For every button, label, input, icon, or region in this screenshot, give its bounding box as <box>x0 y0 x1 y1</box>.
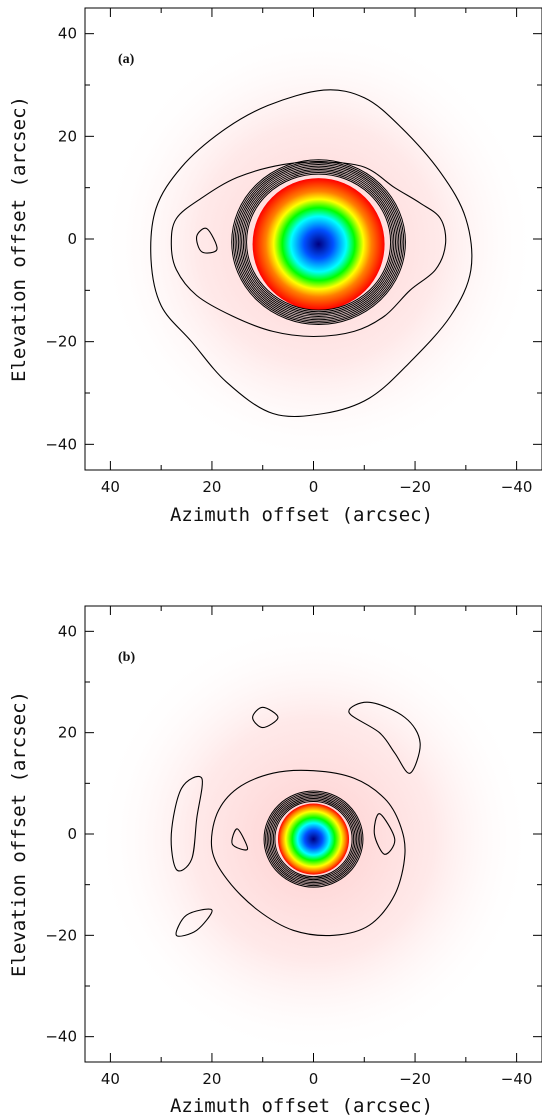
x-tick-label: 0 <box>309 478 319 496</box>
panel-label: (b) <box>118 650 135 665</box>
sidelobe-contour-1 <box>150 89 473 418</box>
panel-2: 40 20 0 −20 −40 40 20 0 −20 −40 Azimuth offset (ar… <box>8 605 542 1117</box>
panel-1: 40 20 0 −20 −40 40 20 0 −20 −40 Azimuth offset (ar… <box>8 7 542 526</box>
core-contour <box>232 160 405 324</box>
core-contour <box>244 172 393 313</box>
y-axis-title: Elevation offset (arcsec) <box>8 691 30 977</box>
x-tick-label: 20 <box>202 1070 221 1088</box>
sidelobe-contour-4 <box>252 706 279 729</box>
core-contour <box>269 796 358 882</box>
sidelobe-contour-1 <box>210 769 406 937</box>
y-tick-label: 40 <box>58 25 77 43</box>
main-beam-core <box>252 178 385 311</box>
core-contour <box>241 168 397 316</box>
x-tick-label: 40 <box>101 478 120 496</box>
plot-area <box>85 606 542 1062</box>
sidelobe-contour-2 <box>170 161 447 338</box>
core-contour <box>271 798 356 881</box>
core-contour <box>231 159 406 326</box>
core-contour <box>274 801 353 878</box>
y-tick-label: −40 <box>45 435 77 453</box>
panel-label: (a) <box>118 52 135 67</box>
sidelobe-contour-6 <box>170 775 203 872</box>
core-contour <box>246 173 392 311</box>
core-contour <box>266 793 361 885</box>
y-tick-label: 0 <box>67 825 77 843</box>
x-axis-title: Azimuth offset (arcsec) <box>170 1095 433 1117</box>
x-tick-label: −20 <box>399 478 431 496</box>
sidelobe-contour-7 <box>175 908 213 937</box>
core-contour <box>265 792 362 887</box>
y-tick-label: −20 <box>45 333 77 351</box>
x-tick-label: −40 <box>501 478 533 496</box>
y-tick-label: −40 <box>45 1028 77 1046</box>
core-contour <box>239 167 398 318</box>
core-contour <box>236 164 401 321</box>
sidelobe-contour-2 <box>373 813 396 855</box>
plot-area <box>85 8 542 470</box>
y-tick-label: 40 <box>58 622 77 640</box>
sidelobe-contour-5 <box>348 701 421 774</box>
core-contour <box>234 162 403 322</box>
core-contour <box>272 799 355 879</box>
core-contour <box>263 790 364 888</box>
core-contour <box>237 165 400 319</box>
y-tick-label: 0 <box>67 230 77 248</box>
x-tick-label: −20 <box>399 1070 431 1088</box>
sidelobe-contour-3 <box>231 828 249 851</box>
x-tick-label: −40 <box>501 1070 533 1088</box>
x-tick-label: 20 <box>202 478 221 496</box>
main-beam-core <box>277 803 350 875</box>
y-tick-label: 20 <box>58 127 77 145</box>
y-axis-title: Elevation offset (arcsec) <box>8 96 30 382</box>
sidelobe-contour-3 <box>196 227 218 254</box>
x-tick-label: 40 <box>101 1070 120 1088</box>
core-contour <box>242 170 395 314</box>
x-axis-title: Azimuth offset (arcsec) <box>170 504 433 526</box>
y-tick-label: 20 <box>58 724 77 742</box>
core-contour <box>268 795 359 884</box>
x-tick-label: 0 <box>309 1070 319 1088</box>
y-tick-label: −20 <box>45 926 77 944</box>
